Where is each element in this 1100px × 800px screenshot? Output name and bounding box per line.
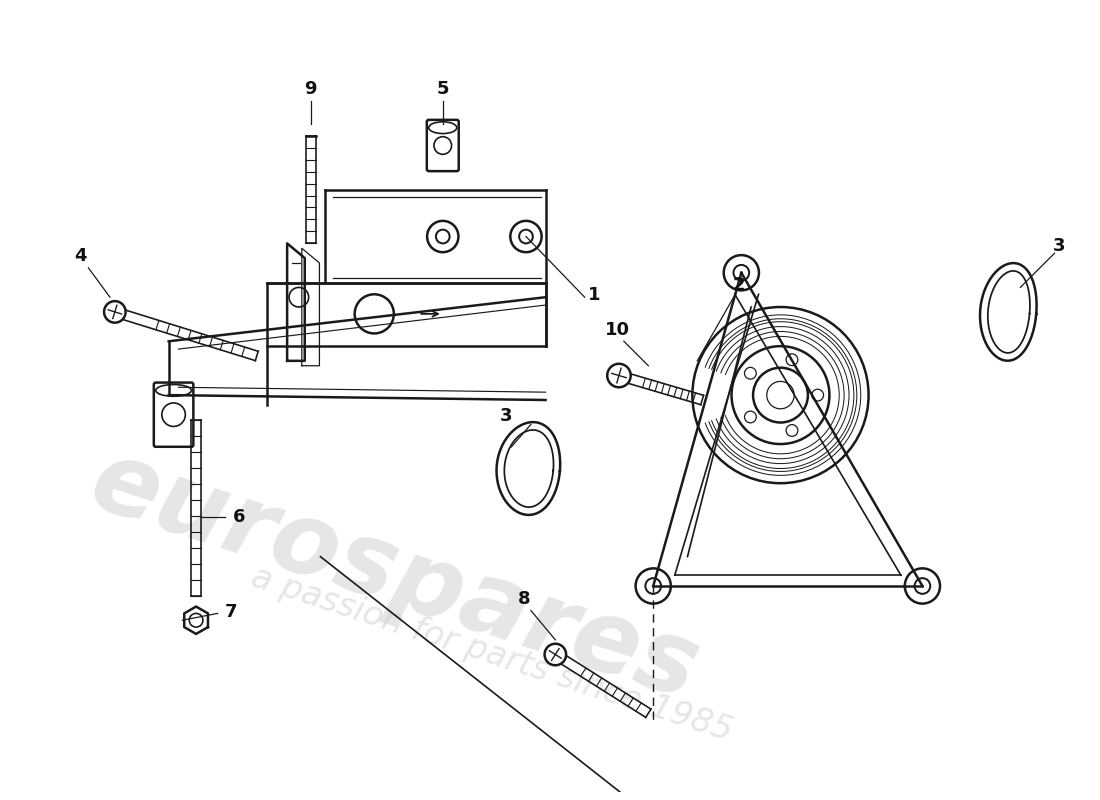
Text: a passion for parts since 1985: a passion for parts since 1985 [246,561,737,748]
Text: 4: 4 [75,247,87,265]
Text: 9: 9 [305,80,317,98]
Text: eurospares: eurospares [78,432,710,720]
Text: 3: 3 [500,406,513,425]
Text: 1: 1 [588,286,601,304]
Text: 3: 3 [1053,238,1066,255]
Text: 2: 2 [733,277,746,294]
Text: 8: 8 [518,590,530,608]
Text: 10: 10 [605,321,629,338]
Text: 7: 7 [226,603,238,622]
Text: 5: 5 [437,80,449,98]
Text: 6: 6 [233,509,245,526]
